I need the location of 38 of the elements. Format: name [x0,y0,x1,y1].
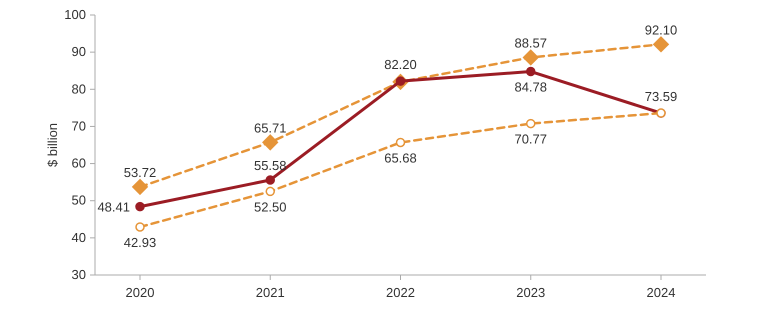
y-tick-label: 70 [72,118,86,134]
data-label: 48.41 [97,200,130,215]
point [135,222,145,232]
data-label: 73.59 [644,89,678,104]
data-label: 70.77 [514,132,548,147]
point [132,178,148,195]
data-label: 88.57 [514,35,548,50]
y-axis-title: $ billion [45,122,60,168]
data-label: 55.58 [254,158,287,173]
data-label: 42.93 [124,234,156,250]
y-tick-label: 90 [72,44,86,60]
data-label: 52.50 [254,199,287,214]
x-tick-label: 2024 [646,285,676,300]
data-label: 92.10 [644,22,678,38]
data-label: 84.78 [514,80,548,95]
point [526,118,536,128]
point [526,66,536,76]
y-tick-label: 50 [72,192,86,208]
x-tick-label: 2020 [126,285,154,300]
point [266,186,275,196]
point [653,36,669,52]
y-tick-label: 60 [72,156,86,171]
point [262,134,278,150]
data-label: 65.68 [384,150,417,166]
point [266,175,275,185]
data-label: 82.20 [384,57,417,72]
point [396,138,406,148]
y-tick-label: 30 [72,267,86,282]
y-tick-label: 80 [72,81,86,96]
data-label: 65.71 [254,120,287,136]
x-tick-label: 2023 [516,285,546,300]
data-label: 53.72 [124,164,156,180]
x-tick-label: 2022 [386,285,415,300]
y-tick-label: 100 [64,7,86,22]
point [135,202,145,212]
y-tick-label: 40 [72,230,86,245]
x-tick-label: 2021 [256,285,285,300]
point [522,49,539,66]
